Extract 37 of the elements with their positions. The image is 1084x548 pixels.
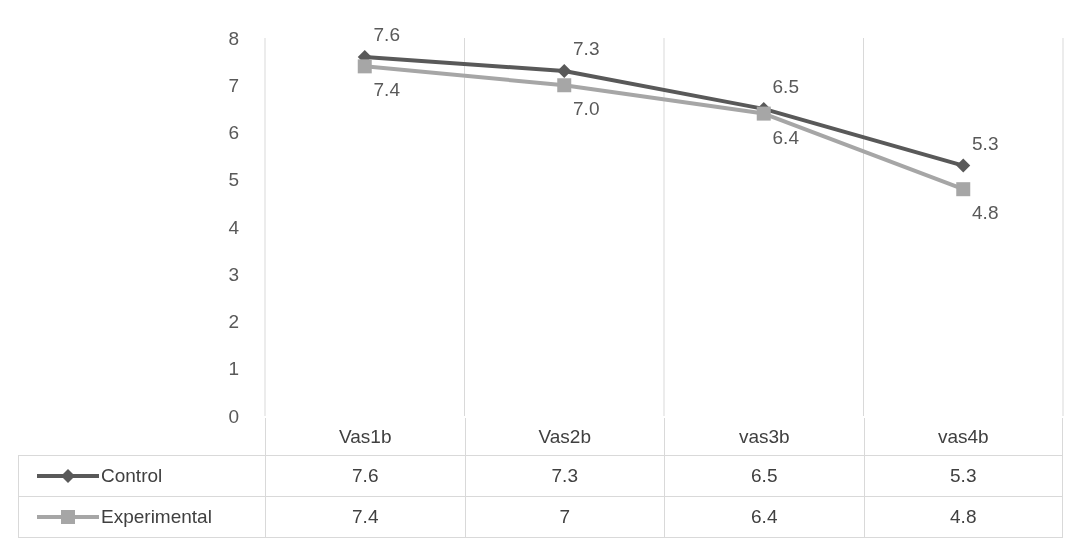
x-tick-label: vas3b [664,418,864,455]
point [357,59,372,74]
legend-label: Control [101,465,163,487]
y-tick-label: 8 [228,27,239,49]
annotation: 6.5 [772,75,799,97]
data-label: 7.6 [265,456,465,496]
y-tick-label: 2 [228,311,239,333]
data-label: 7.4 [265,497,465,537]
y-tick-label: 4 [228,216,240,238]
y-tick-label: 5 [228,169,239,191]
annotation: 7.4 [373,79,401,101]
point [557,78,572,93]
data-label: 6.5 [664,456,864,496]
legend-label: Experimental [101,506,212,528]
annotation: 7.0 [573,98,600,120]
data-label: 5.3 [863,456,1063,496]
point [956,182,971,197]
data-label: 7 [464,497,664,537]
annotation: 7.6 [373,23,400,45]
data-label: 4.8 [863,497,1063,537]
x-tick-label: Vas1b [265,418,465,455]
annotation: 4.8 [972,202,999,224]
point [557,64,572,79]
point [756,106,771,121]
data-label: 7.3 [464,456,664,496]
annotation: 7.3 [573,38,600,60]
y-tick-label: 3 [228,263,239,285]
y-tick-label: 1 [228,358,239,380]
annotation: 5.3 [972,132,999,154]
x-tick-label: Vas2b [464,418,664,455]
y-tick-label: 6 [228,122,239,144]
point [956,158,971,173]
data-label: 6.4 [664,497,864,537]
y-tick-label: 7 [228,75,239,96]
annotation: 6.4 [772,126,800,148]
y-tick-label: 0 [228,405,239,427]
x-tick-label: vas4b [863,418,1063,455]
